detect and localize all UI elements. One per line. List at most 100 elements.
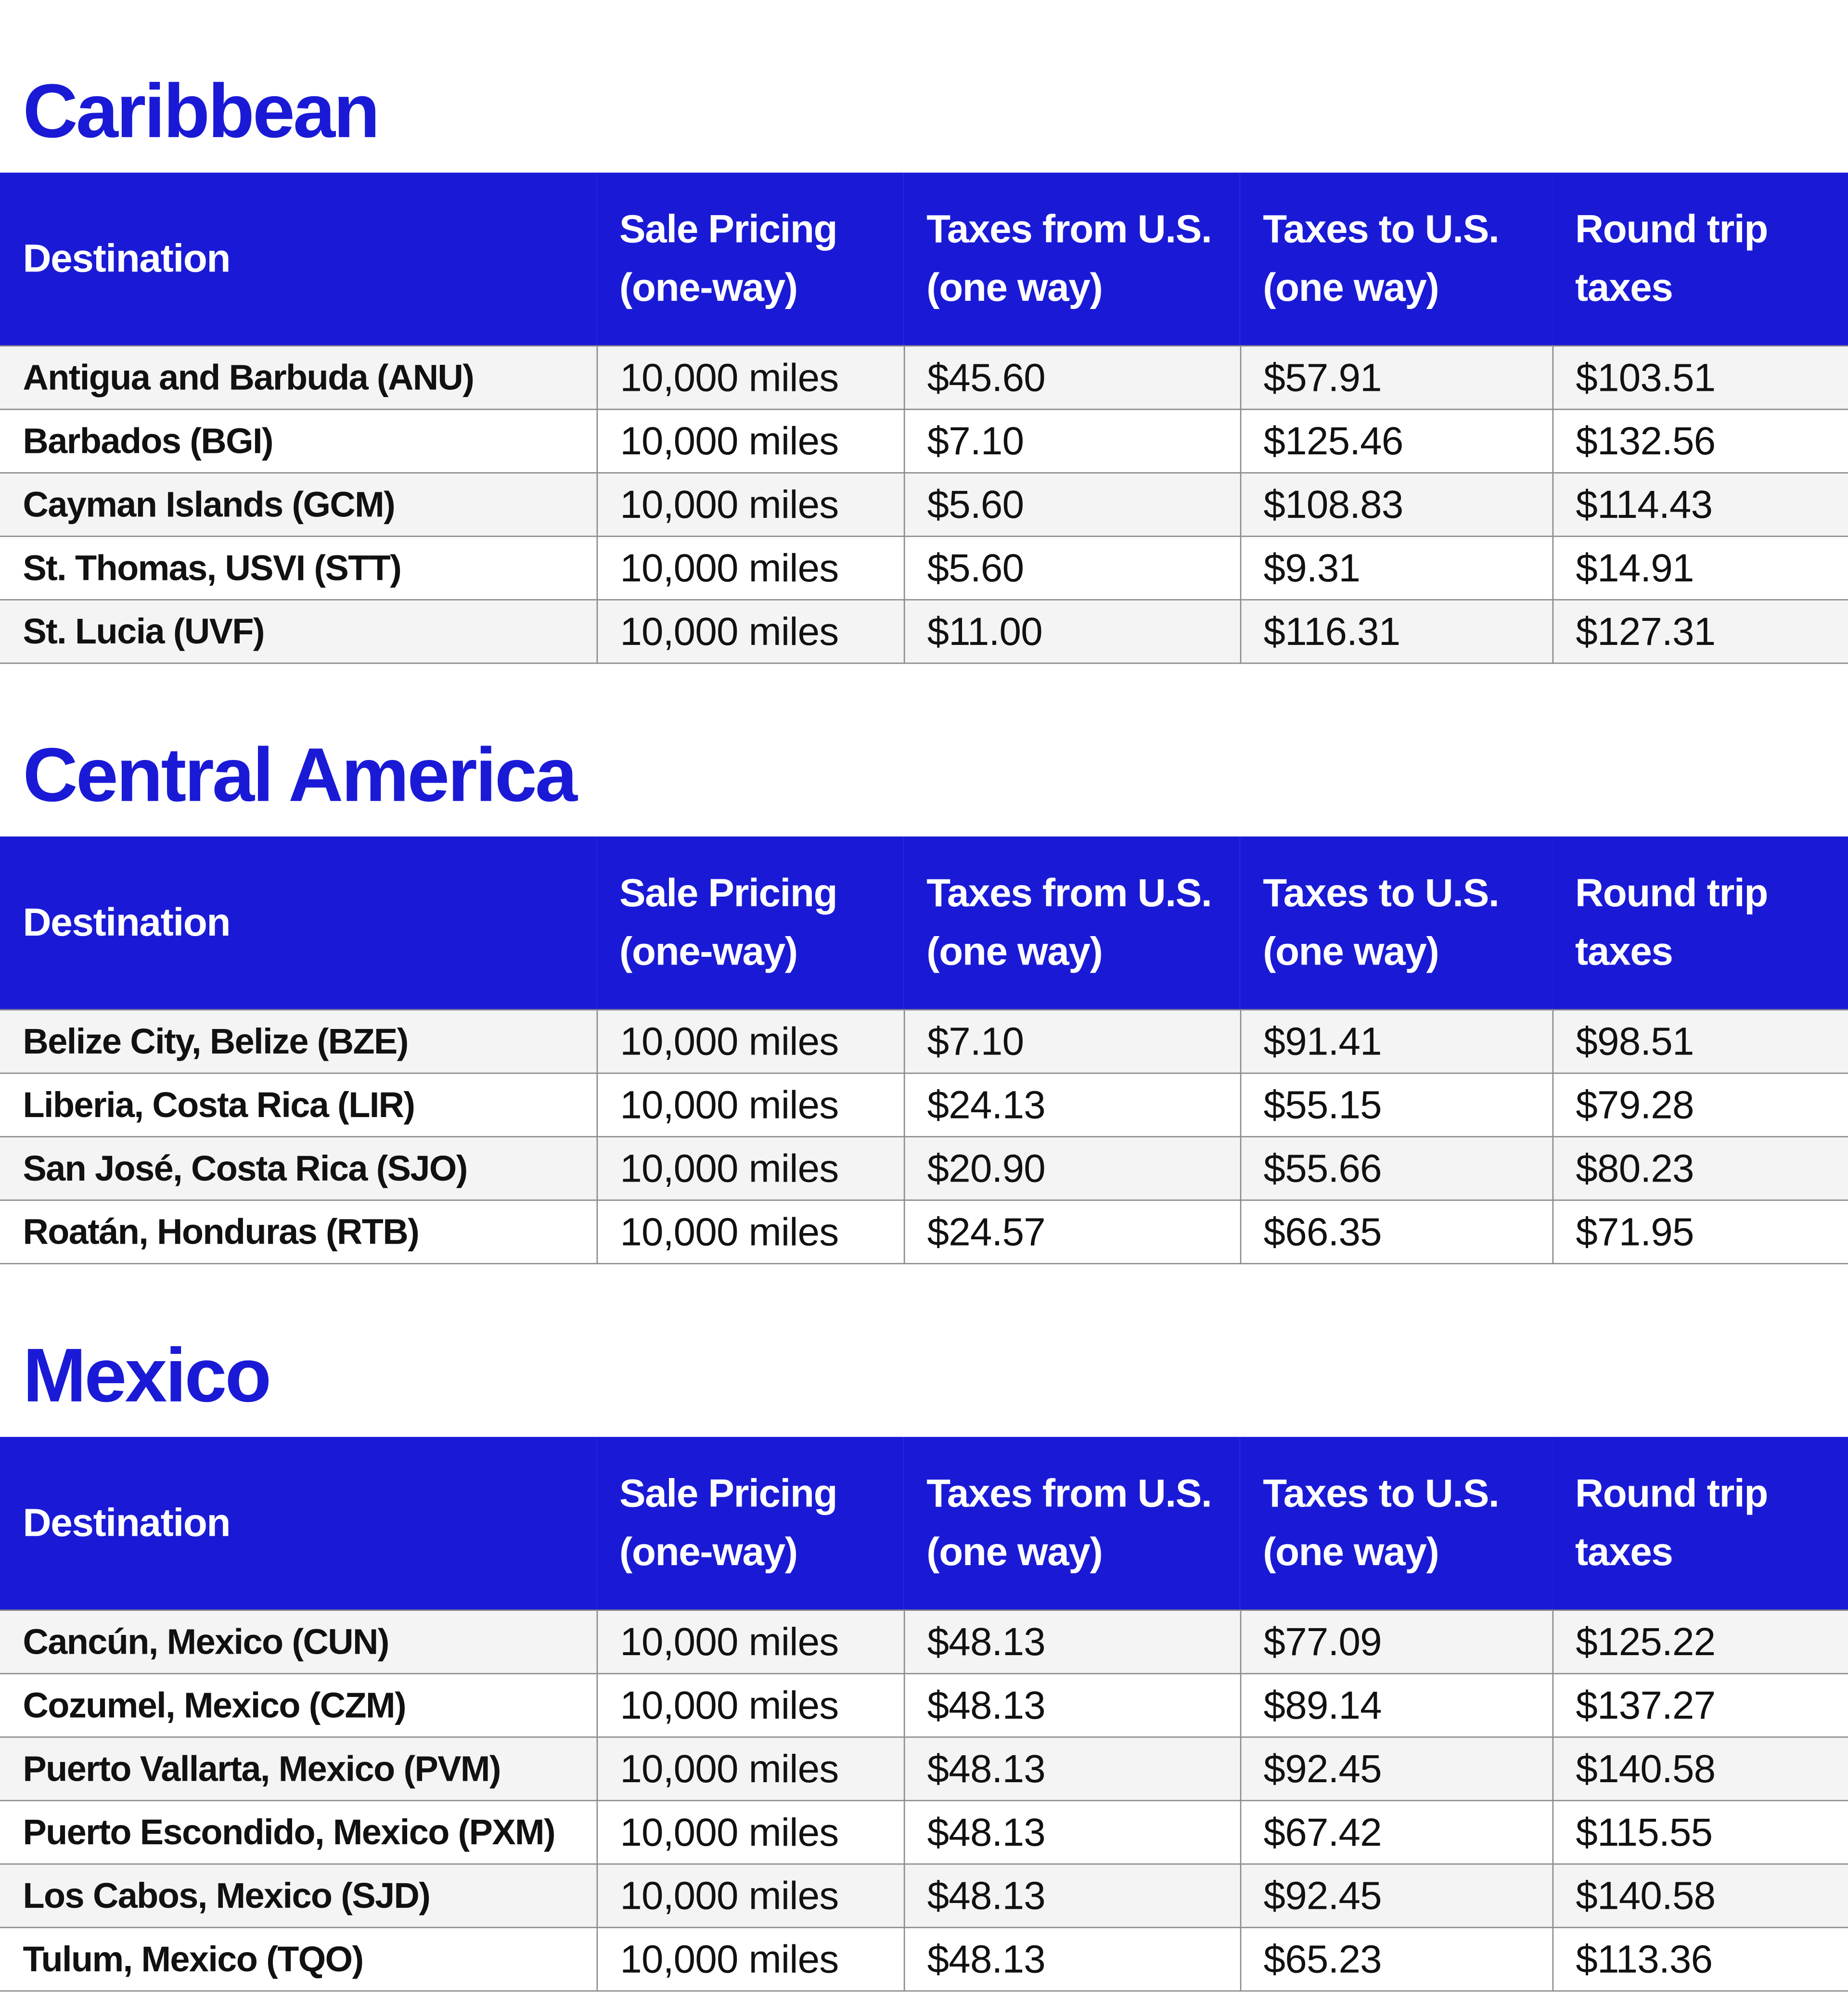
destination-cell: St. Lucia (UVF) (0, 599, 597, 664)
header-line: (one-way) (619, 1530, 798, 1574)
header-line: Sale Pricing (619, 206, 838, 252)
header-line: Destination (23, 236, 231, 281)
value-cell: $48.13 (903, 1609, 1241, 1674)
table-row: Puerto Escondido, Mexico (PXM) 10,000 mil… (0, 1800, 1848, 1865)
header-cell: Taxes from U.S. (one way) (903, 1437, 1240, 1610)
value-cell: $91.41 (1239, 1009, 1553, 1074)
value-cell: $140.58 (1552, 1863, 1848, 1929)
table-row: St. Lucia (UVF) 10,000 miles $11.00 $116.31… (0, 599, 1848, 664)
destination-cell: San José, Costa Rica (SJO) (0, 1136, 597, 1201)
header-line: Taxes to U.S. (1263, 1471, 1500, 1516)
value-cell: $80.23 (1552, 1136, 1848, 1201)
table-row: Barbados (BGI) 10,000 miles $7.10 $125.46 $1… (0, 409, 1848, 474)
header-line: (one way) (1263, 1530, 1439, 1574)
header-line: Sale Pricing (619, 871, 838, 915)
table-row: San José, Costa Rica (SJO) 10,000 miles $2… (0, 1136, 1848, 1201)
destination-cell: Cayman Islands (GCM) (0, 472, 597, 537)
header-cell: Taxes from U.S. (one way) (903, 172, 1240, 346)
header-line: Taxes from U.S. (926, 871, 1212, 915)
section-title: Mexico (23, 1333, 271, 1418)
destination-cell: Tulum, Mexico (TQO) (0, 1927, 597, 1992)
value-cell: 10,000 miles (596, 1609, 905, 1674)
header-line: taxes (1575, 1530, 1673, 1574)
header-cell: Destination (0, 836, 597, 1010)
value-cell: $55.66 (1239, 1136, 1553, 1201)
section-title: Caribbean (23, 68, 380, 154)
destination-cell: Puerto Escondido, Mexico (PXM) (0, 1800, 597, 1865)
destination-cell: Cancún, Mexico (CUN) (0, 1609, 597, 1674)
value-cell: $79.28 (1552, 1072, 1848, 1138)
value-cell: $115.55 (1552, 1800, 1848, 1865)
header-line: (one way) (926, 265, 1103, 310)
value-cell: $125.46 (1239, 409, 1553, 474)
value-cell: $48.13 (903, 1673, 1241, 1738)
destination-cell: Roatán, Honduras (RTB) (0, 1199, 597, 1264)
header-line: Taxes to U.S. (1263, 871, 1500, 915)
value-cell: $67.42 (1239, 1800, 1553, 1865)
header-line: Taxes to U.S. (1263, 206, 1500, 252)
value-cell: $132.56 (1552, 409, 1848, 474)
value-cell: 10,000 miles (596, 472, 905, 537)
value-cell: 10,000 miles (596, 1072, 905, 1138)
header-line: taxes (1575, 929, 1673, 974)
header-cell: Taxes to U.S. (one way) (1240, 1437, 1553, 1610)
destination-cell: Cozumel, Mexico (CZM) (0, 1673, 597, 1738)
table-row: Los Cabos, Mexico (SJD) 10,000 miles $48.1… (0, 1863, 1848, 1929)
value-cell: $7.10 (903, 1009, 1241, 1074)
section: Mexico Destination Sale Pricing (one-way) Ta… (0, 1264, 1848, 1992)
value-cell: $66.35 (1239, 1199, 1553, 1264)
value-cell: $98.51 (1552, 1009, 1848, 1074)
value-cell: $20.90 (903, 1136, 1241, 1201)
table-body: Antigua and Barbuda (ANU) 10,000 miles $45… (0, 345, 1848, 664)
header-cell: Round trip taxes (1552, 836, 1848, 1010)
header-line: (one way) (926, 1530, 1103, 1574)
destination-cell: St. Thomas, USVI (STT) (0, 535, 597, 601)
value-cell: $48.13 (903, 1927, 1241, 1992)
value-cell: $92.45 (1239, 1863, 1553, 1929)
value-cell: $9.31 (1239, 535, 1553, 601)
header-line: (one way) (926, 929, 1103, 974)
header-line: Round trip (1575, 1471, 1768, 1516)
section-title: Central America (23, 732, 577, 818)
destination-cell: Belize City, Belize (BZE) (0, 1009, 597, 1074)
header-row: Destination Sale Pricing (one-way) Taxes fr… (0, 1437, 1848, 1610)
header-line: Destination (23, 900, 231, 945)
value-cell: 10,000 miles (596, 1736, 905, 1801)
table-row: Cozumel, Mexico (CZM) 10,000 miles $48.13 $… (0, 1673, 1848, 1738)
table-head: Destination Sale Pricing (one-way) Taxes fr… (0, 172, 1848, 346)
value-cell: $71.95 (1552, 1199, 1848, 1264)
value-cell: $114.43 (1552, 472, 1848, 537)
value-cell: $7.10 (903, 409, 1241, 474)
value-cell: $5.60 (903, 472, 1241, 537)
header-cell: Round trip taxes (1552, 172, 1848, 346)
destination-cell: Los Cabos, Mexico (SJD) (0, 1863, 597, 1929)
table-row: Roatán, Honduras (RTB) 10,000 miles $24.57… (0, 1199, 1848, 1264)
header-cell: Taxes to U.S. (one way) (1240, 172, 1553, 346)
value-cell: 10,000 miles (596, 1863, 905, 1929)
header-line: Sale Pricing (619, 1471, 838, 1516)
value-cell: $24.13 (903, 1072, 1241, 1138)
destination-cell: Puerto Vallarta, Mexico (PVM) (0, 1736, 597, 1801)
table-row: St. Thomas, USVI (STT) 10,000 miles $5.60 $… (0, 535, 1848, 601)
value-cell: $57.91 (1239, 345, 1553, 410)
destination-cell: Antigua and Barbuda (ANU) (0, 345, 597, 410)
table-row: Liberia, Costa Rica (LIR) 10,000 miles $24… (0, 1072, 1848, 1138)
table-row: Cayman Islands (GCM) 10,000 miles $5.60 $10… (0, 472, 1848, 537)
header-cell: Destination (0, 1437, 597, 1610)
value-cell: 10,000 miles (596, 1927, 905, 1992)
value-cell: $116.31 (1239, 599, 1553, 664)
header-row: Destination Sale Pricing (one-way) Taxes fr… (0, 172, 1848, 346)
value-cell: $137.27 (1552, 1673, 1848, 1738)
value-cell: $48.13 (903, 1863, 1241, 1929)
section: Central America Destination Sale Pricing (o… (0, 664, 1848, 1264)
table-body: Cancún, Mexico (CUN) 10,000 miles $48.13 $7… (0, 1609, 1848, 1992)
price-table: Destination Sale Pricing (one-way) Taxes fr… (0, 836, 1848, 1264)
value-cell: $14.91 (1552, 535, 1848, 601)
value-cell: $48.13 (903, 1800, 1241, 1865)
destination-cell: Barbados (BGI) (0, 409, 597, 474)
header-line: taxes (1575, 265, 1673, 310)
value-cell: $24.57 (903, 1199, 1241, 1264)
table-row: Cancún, Mexico (CUN) 10,000 miles $48.13 $7… (0, 1609, 1848, 1674)
